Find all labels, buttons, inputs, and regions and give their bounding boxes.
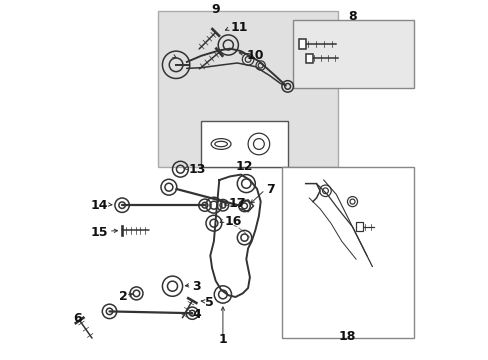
Text: 3: 3 — [192, 280, 201, 293]
Text: 12: 12 — [235, 160, 253, 173]
Text: 1: 1 — [218, 333, 227, 346]
Text: 18: 18 — [338, 330, 355, 343]
Bar — [282, 167, 413, 338]
Text: 2: 2 — [119, 291, 127, 303]
Text: 14: 14 — [90, 199, 107, 212]
Bar — [305, 54, 312, 63]
Text: 9: 9 — [211, 3, 220, 15]
Text: 5: 5 — [204, 296, 213, 309]
Text: 15: 15 — [90, 226, 107, 239]
Text: 4: 4 — [192, 309, 201, 321]
Text: 13: 13 — [188, 163, 205, 176]
Text: 11: 11 — [230, 21, 247, 33]
Text: 6: 6 — [73, 312, 82, 325]
Bar — [158, 11, 337, 167]
Bar — [355, 222, 363, 231]
Text: 16: 16 — [224, 215, 242, 228]
Text: 17: 17 — [228, 197, 245, 210]
Text: 8: 8 — [347, 10, 356, 23]
Bar — [298, 39, 305, 49]
Bar — [292, 20, 413, 88]
Text: 7: 7 — [265, 183, 274, 195]
Text: 10: 10 — [246, 49, 263, 62]
Bar — [201, 121, 287, 167]
